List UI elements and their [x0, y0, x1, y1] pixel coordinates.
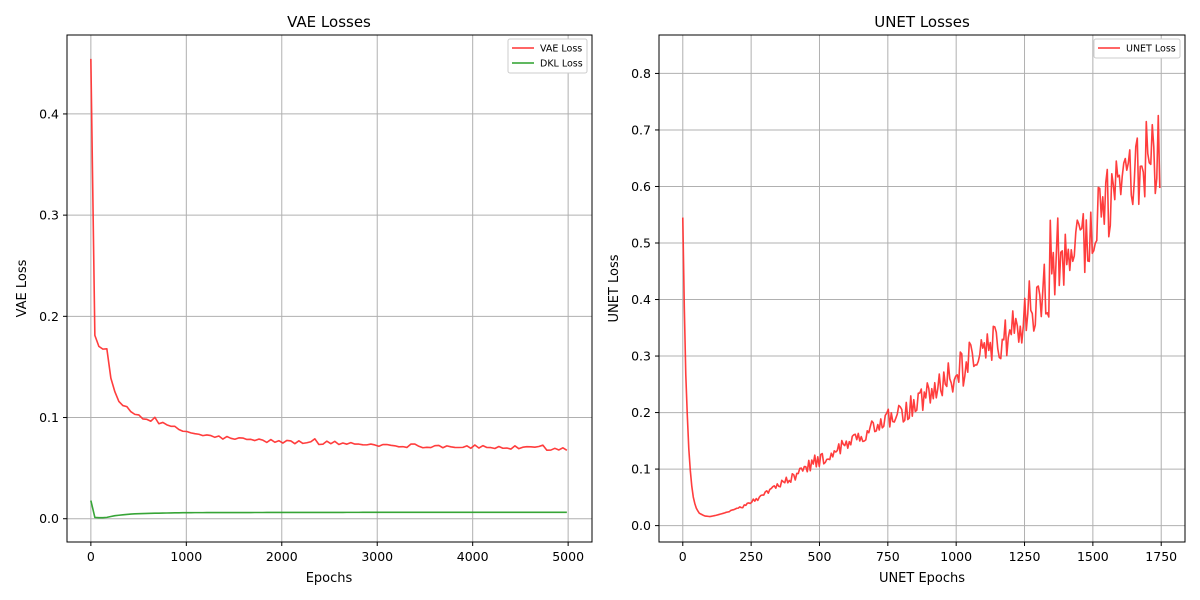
x-tick-label: 0 [679, 549, 687, 564]
chart-title: UNET Losses [874, 13, 970, 31]
y-tick-label: 0.4 [631, 292, 651, 307]
x-tick-label: 1000 [940, 549, 972, 564]
plot-frame [658, 34, 1186, 543]
x-tick-label: 2000 [266, 549, 298, 564]
y-tick-label: 0.7 [631, 122, 651, 137]
legend-box [1093, 38, 1181, 59]
series-line-vae-loss [90, 58, 568, 452]
x-axis-label: Epochs [306, 571, 353, 586]
y-tick-label: 0.8 [631, 66, 651, 81]
axis-ticks: 0 250 500 750 1000 1250 1500 1750 0.0 0.1 0.2 0.3 0.… [631, 66, 1177, 564]
x-tick-label: 1750 [1145, 549, 1177, 564]
legend-label-unet-loss: UNET Loss [1126, 44, 1176, 55]
series-line-dkl-loss [90, 500, 567, 519]
y-tick-label: 0.3 [39, 208, 59, 223]
x-tick-label: 3000 [361, 549, 393, 564]
x-tick-label: 5000 [552, 549, 584, 564]
y-tick-label: 0.3 [631, 349, 651, 364]
gridlines [659, 35, 1185, 542]
x-tick-label: 250 [739, 549, 763, 564]
y-tick-label: 0.4 [39, 106, 59, 121]
y-tick-label: 0.0 [39, 511, 59, 526]
unet-losses-chart: UNET Losses 0 250 500 750 1000 1250 1500 1750 0.… [607, 13, 1186, 586]
x-tick-label: 1000 [170, 549, 202, 564]
x-axis-label: UNET Epochs [879, 571, 965, 586]
series-lines [681, 114, 1161, 518]
series-line-unet-loss [681, 114, 1161, 518]
y-axis-label: VAE Loss [15, 259, 30, 317]
x-tick-label: 750 [876, 549, 900, 564]
series-lines [90, 58, 568, 519]
x-tick-label: 0 [87, 549, 95, 564]
legend-label-vae-loss: VAE Loss [540, 44, 582, 55]
gridlines [67, 35, 592, 542]
y-tick-label: 0.1 [631, 462, 651, 477]
legend: VAE Loss DKL Loss [507, 38, 588, 74]
legend-label-dkl-loss: DKL Loss [540, 59, 583, 70]
y-tick-label: 0.0 [631, 518, 651, 533]
axis-ticks: 0 1000 2000 3000 4000 5000 0.0 0.1 0.2 0.3 0.4 [39, 106, 584, 564]
y-tick-label: 0.5 [631, 236, 651, 251]
x-tick-label: 500 [808, 549, 832, 564]
y-tick-label: 0.6 [631, 179, 651, 194]
y-tick-label: 0.1 [39, 410, 59, 425]
x-tick-label: 4000 [457, 549, 489, 564]
x-tick-label: 1250 [1009, 549, 1041, 564]
y-tick-label: 0.2 [39, 309, 59, 324]
vae-losses-chart: VAE Losses 0 1000 2000 3000 4000 5000 0.0 0.1 0.… [15, 13, 593, 586]
plot-frame [66, 34, 593, 543]
legend: UNET Loss [1093, 38, 1181, 59]
y-axis-label: UNET Loss [607, 254, 622, 322]
y-tick-label: 0.2 [631, 405, 651, 420]
x-tick-label: 1500 [1077, 549, 1109, 564]
chart-title: VAE Losses [287, 13, 371, 31]
